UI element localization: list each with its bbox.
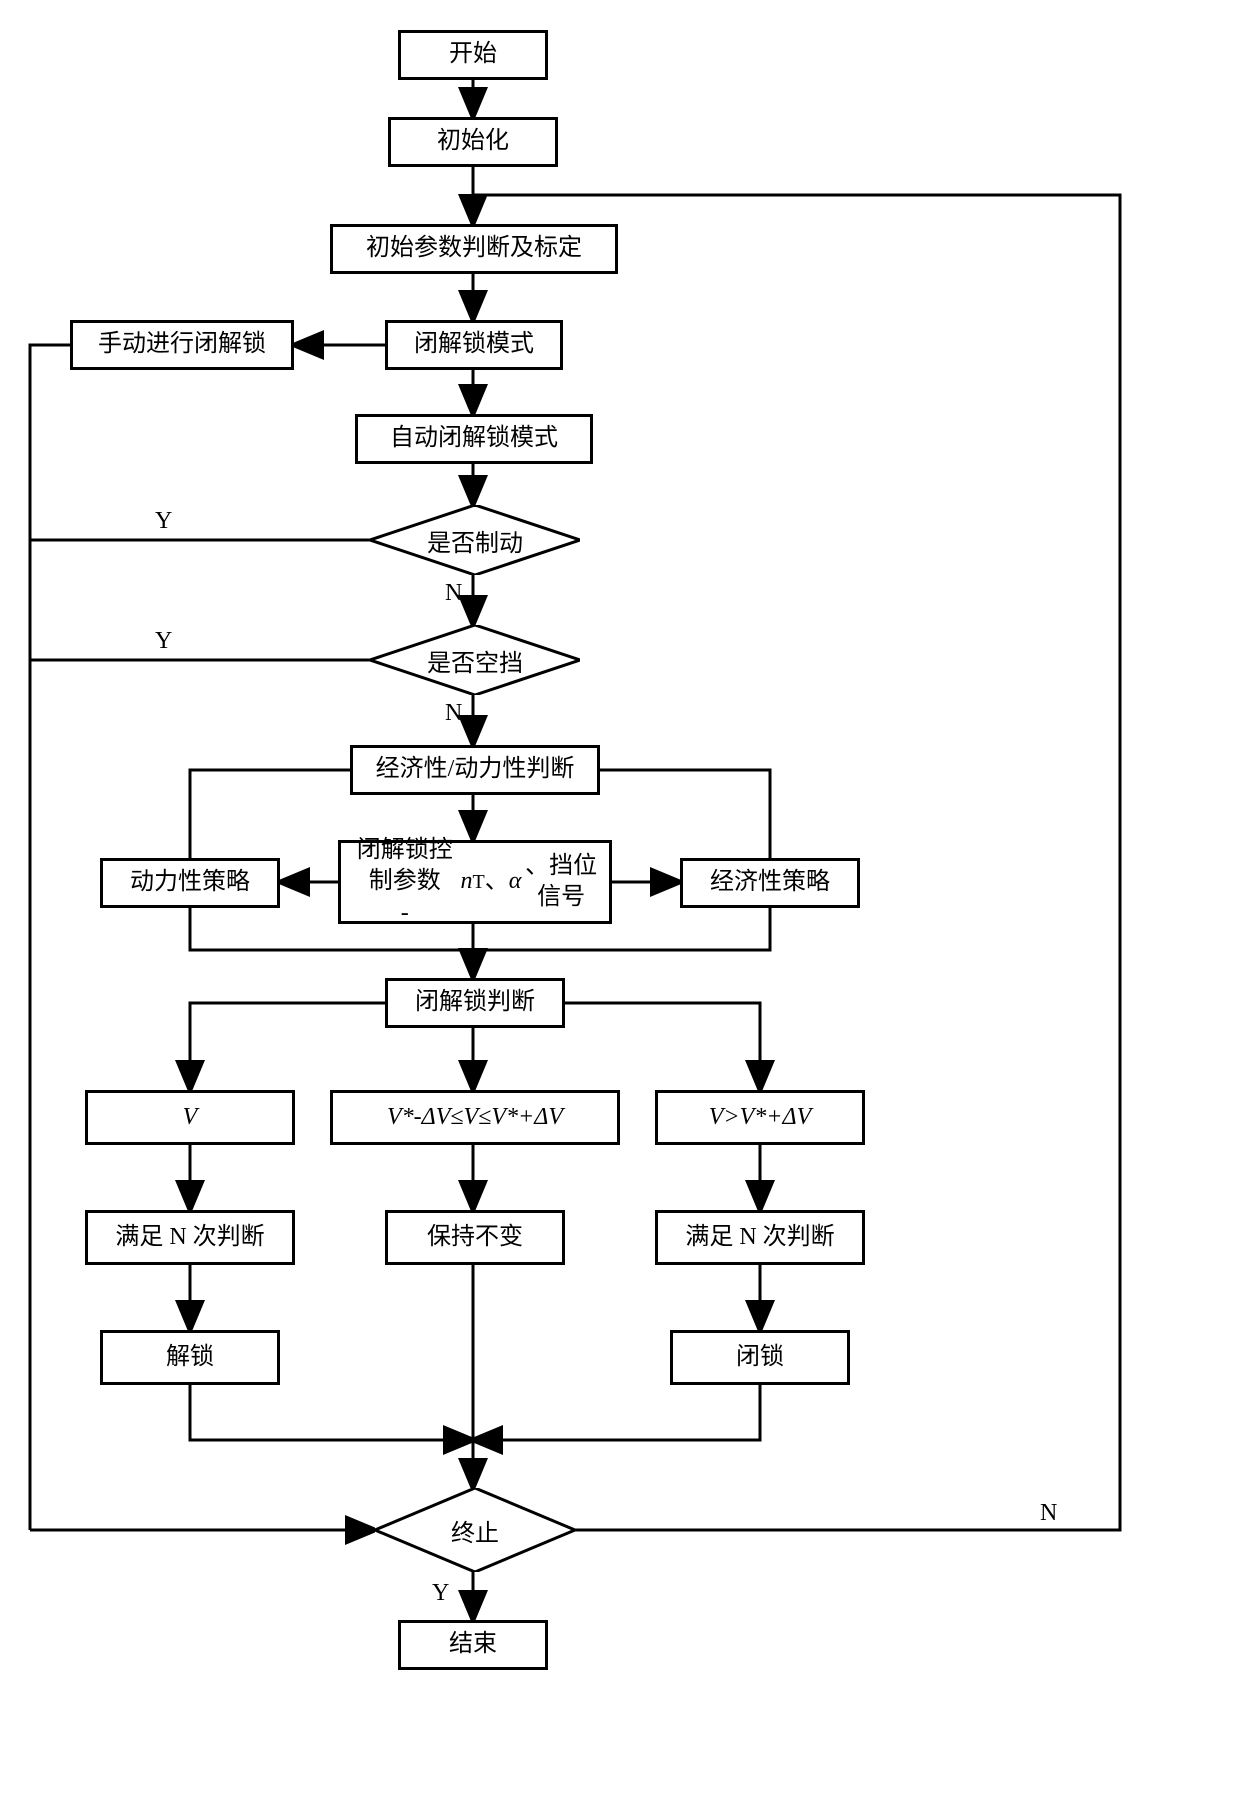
edge [565,1003,760,1090]
node-dynstrat: 动力性策略 [100,858,280,908]
node-terminate: 终止 [375,1488,575,1572]
node-ecostrat: 经济性策略 [680,858,860,908]
node-cond_right: V>V*+ΔV [655,1090,865,1145]
node-manual: 手动进行闭解锁 [70,320,294,370]
edge [190,1003,385,1090]
edge [600,770,770,858]
node-n_right: 满足 N 次判断 [655,1210,865,1265]
label-term_y: Y [432,1580,449,1607]
edge [473,1385,760,1440]
label-neutral_y: Y [155,628,172,655]
node-lockjudge: 闭解锁判断 [385,978,565,1028]
node-param: 初始参数判断及标定 [330,224,618,274]
node-autolock: 自动闭解锁模式 [355,414,593,464]
label-brake_n: N [445,580,462,607]
node-n_left: 满足 N 次判断 [85,1210,295,1265]
edge [190,770,350,858]
label-term_n: N [1040,1500,1057,1527]
label-brake_y: Y [155,508,172,535]
node-keep: 保持不变 [385,1210,565,1265]
node-lockmode: 闭解锁模式 [385,320,563,370]
edge [30,345,70,540]
node-lock: 闭锁 [670,1330,850,1385]
node-neutral: 是否空挡 [370,625,580,695]
node-params: 闭解锁控制参数-nT、α、挡位信号 [338,840,612,924]
node-end: 结束 [398,1620,548,1670]
label-neutral_n: N [445,700,462,727]
node-brake: 是否制动 [370,505,580,575]
node-unlock: 解锁 [100,1330,280,1385]
node-start: 开始 [398,30,548,80]
node-init: 初始化 [388,117,558,167]
node-econdyn: 经济性/动力性判断 [350,745,600,795]
edge [190,1385,473,1440]
node-cond_mid: V*-ΔV≤V≤V*+ΔV [330,1090,620,1145]
node-cond_left: V [85,1090,295,1145]
